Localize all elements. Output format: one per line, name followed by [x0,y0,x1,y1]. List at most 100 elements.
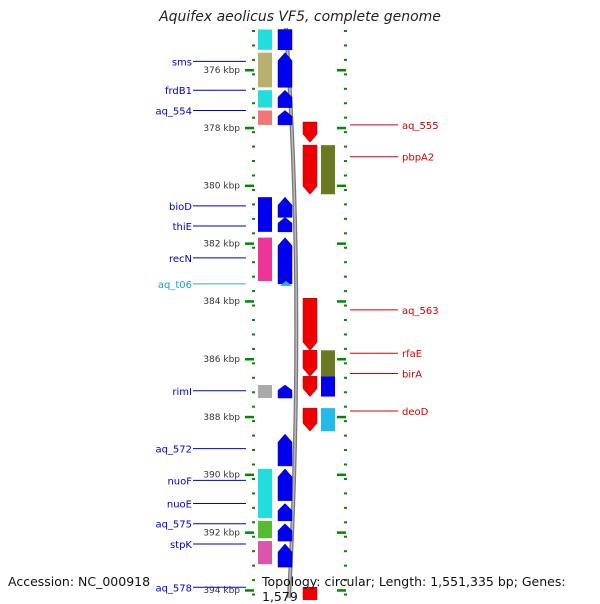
ruler-dot [252,73,255,76]
forward-gene-arrow [277,52,293,88]
gene-label-aq_572: aq_572 [155,445,192,456]
ruler-tick-label: 384 kbp [203,297,240,307]
ruler-dot [252,579,255,582]
ruler-tick [245,69,254,72]
gene-label-recN: recN [169,254,192,265]
ruler-tick [245,300,254,303]
ruler-dot [344,405,347,408]
ruler-dot [252,304,255,307]
gene-label-thiE: thiE [173,222,192,233]
forward-gene-arrow [277,523,293,542]
ruler-dot [252,405,255,408]
forward-cog-bar [258,520,272,539]
accession-text: Accession: NC_000918 [8,574,151,589]
forward-cog-bar [258,197,272,232]
ruler-dot [252,58,255,61]
reverse-gene-arrow [302,121,318,143]
ruler-dot [252,275,255,278]
ruler-dot [344,564,347,567]
ruler-dot [344,73,347,76]
ruler-tick-label: 394 kbp [203,586,240,596]
ruler-dot [252,174,255,177]
gene-labels: sms frdB1 aq_554 bioD thiE recN aq_t06 rimI aq_5… [155,57,438,594]
ruler-dot [252,333,255,336]
reverse-cog-bar [321,145,335,195]
ruler-dot [252,593,255,596]
gene-label-aq_563: aq_563 [402,306,439,317]
ruler-dot [344,521,347,524]
forward-cog-bar [258,29,272,50]
ruler-dot [344,449,347,452]
ruler-dot [344,550,347,553]
forward-cog-bar [258,541,272,565]
map-title: Aquifex aeolicus VF5, complete genome [159,9,441,25]
reverse-cog-bar [321,376,335,397]
ruler-dot [344,593,347,596]
gene-label-aq_t06: aq_t06 [158,280,192,291]
ruler-tick-label: 378 kbp [203,124,240,134]
ruler-dot [252,506,255,509]
ruler-dot [344,319,347,321]
trna-arrow [280,280,292,286]
ruler-tick-label: 392 kbp [203,528,240,538]
gene-label-aq_575: aq_575 [155,520,192,531]
kbp-ruler: 376 kbp 378 kbp 380 kbp 382 kbp 384 kbp 386 k… [203,30,347,596]
ruler-dot [252,550,255,553]
ruler-dot [252,376,255,379]
ruler-dot [252,217,255,220]
ruler-tick-label: 388 kbp [203,413,240,423]
gene-label-nuoF: nuoF [167,476,192,487]
ruler-dot [252,463,255,466]
reverse-gene-arrow [302,376,318,397]
ruler-dot [252,434,255,437]
ruler-dot [344,203,347,206]
forward-cog-bar [258,90,272,108]
ruler-dot [252,449,255,452]
ruler-dot [252,319,255,321]
ruler-dot [252,535,255,538]
ruler-dot [252,203,255,206]
ruler-dot [344,30,347,32]
ruler-tick [245,358,254,361]
forward-cog-bar [258,237,272,281]
forward-gene-arrow [277,89,293,108]
ruler-dot [252,521,255,524]
ruler-dot [252,188,255,191]
ruler-dot [344,246,347,249]
gene-label-nuoE: nuoE [167,500,192,511]
forward-cog-bar [258,52,272,88]
gene-arrows [277,29,318,600]
ruler-dot [252,160,255,163]
ruler-tick-label: 386 kbp [203,355,240,365]
ruler-dot [344,261,347,264]
reverse-gene-arrow [302,407,318,432]
forward-cog-bar [258,385,272,399]
ruler-tick-label: 382 kbp [203,239,240,249]
ruler-dot [344,116,347,119]
ruler-dot [344,463,347,466]
ruler-dot [344,188,347,191]
ruler-dot [344,506,347,509]
ruler-dot [252,477,255,480]
ruler-dot [252,261,255,264]
ruler-dot [344,232,347,235]
gene-label-aq_554: aq_554 [155,106,192,117]
forward-gene-arrow [277,384,293,399]
ruler-dot [252,232,255,235]
ruler-dot [344,174,347,177]
ruler-dot [252,44,255,47]
gene-label-aq_578: aq_578 [155,583,192,594]
ruler-tick [245,242,254,245]
forward-cog-bar [258,110,272,125]
ruler-dot [344,87,347,90]
ruler-tick-right [337,184,346,188]
gene-label-frdB1: frdB1 [165,86,192,97]
forward-gene-arrow [277,217,293,233]
ruler-dot [344,492,347,495]
ruler-tick [245,415,254,419]
ruler-dot [344,217,347,220]
reverse-gene-arrow [302,350,318,377]
ruler-dot [252,290,255,293]
forward-gene-arrow [277,110,293,126]
